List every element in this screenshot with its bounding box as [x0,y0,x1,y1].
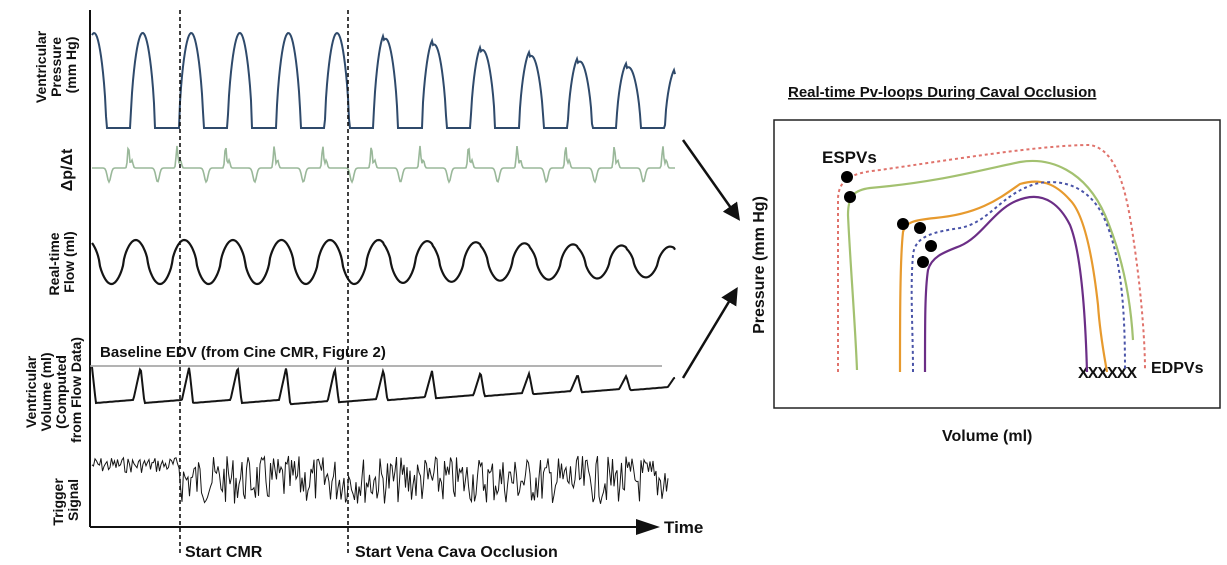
pressure-to-pvloop-arrow [681,139,741,221]
espv-point [841,171,853,183]
volume-trace [91,366,676,406]
pressure-trace [91,31,676,129]
pv-x-axis-label: Volume (ml) [942,428,1032,445]
espv-point [897,218,909,230]
pv-loop-green [846,159,1135,371]
dpdt-trace [92,145,675,184]
time-label: Time [664,518,703,537]
start-occlusion-label: Start Vena Cava Occlusion [355,544,558,561]
volume-trace-label: Ventricular Volume (ml) (Computed from F… [23,337,84,443]
start-cmr-label: Start CMR [185,544,263,561]
pv-loop-frame [773,119,1221,409]
trigger-trace [91,455,669,504]
time-arrowhead [636,519,660,535]
volume-to-pvloop-arrow [681,287,738,379]
flow-trace-label: Real-time Flow (ml) [46,229,77,296]
edpv-marks: XXXXXX [1078,365,1137,382]
pv-loop-title: Real-time Pv-loops During Caval Occlusio… [788,84,1096,101]
pv-loop-blue-dotted [910,181,1126,373]
edpv-label: EDPVs [1151,360,1204,377]
time-series-panel: Time Ventricular Pressure (mm Hg) Δp/Δt … [23,10,703,561]
pv-y-axis-label: Pressure (mm Hg) [751,196,768,334]
pressure-trace-label: Ventricular Pressure (mm Hg) [33,27,79,103]
pv-loop-red-dotted [837,143,1146,372]
espv-point [844,191,856,203]
dpdt-trace-label: Δp/Δt [59,148,76,191]
pv-loop-orange [898,180,1109,373]
pv-loop-purple [923,195,1089,373]
baseline-edv-label: Baseline EDV (from Cine CMR, Figure 2) [100,344,386,361]
flow-trace [91,238,676,286]
espv-label: ESPVs [822,148,877,167]
pv-loop-panel: Real-time Pv-loops During Caval Occlusio… [751,84,1221,445]
trigger-trace-label: Trigger Signal [50,474,81,525]
espv-point [925,240,937,252]
espv-point [917,256,929,268]
espv-point [914,222,926,234]
